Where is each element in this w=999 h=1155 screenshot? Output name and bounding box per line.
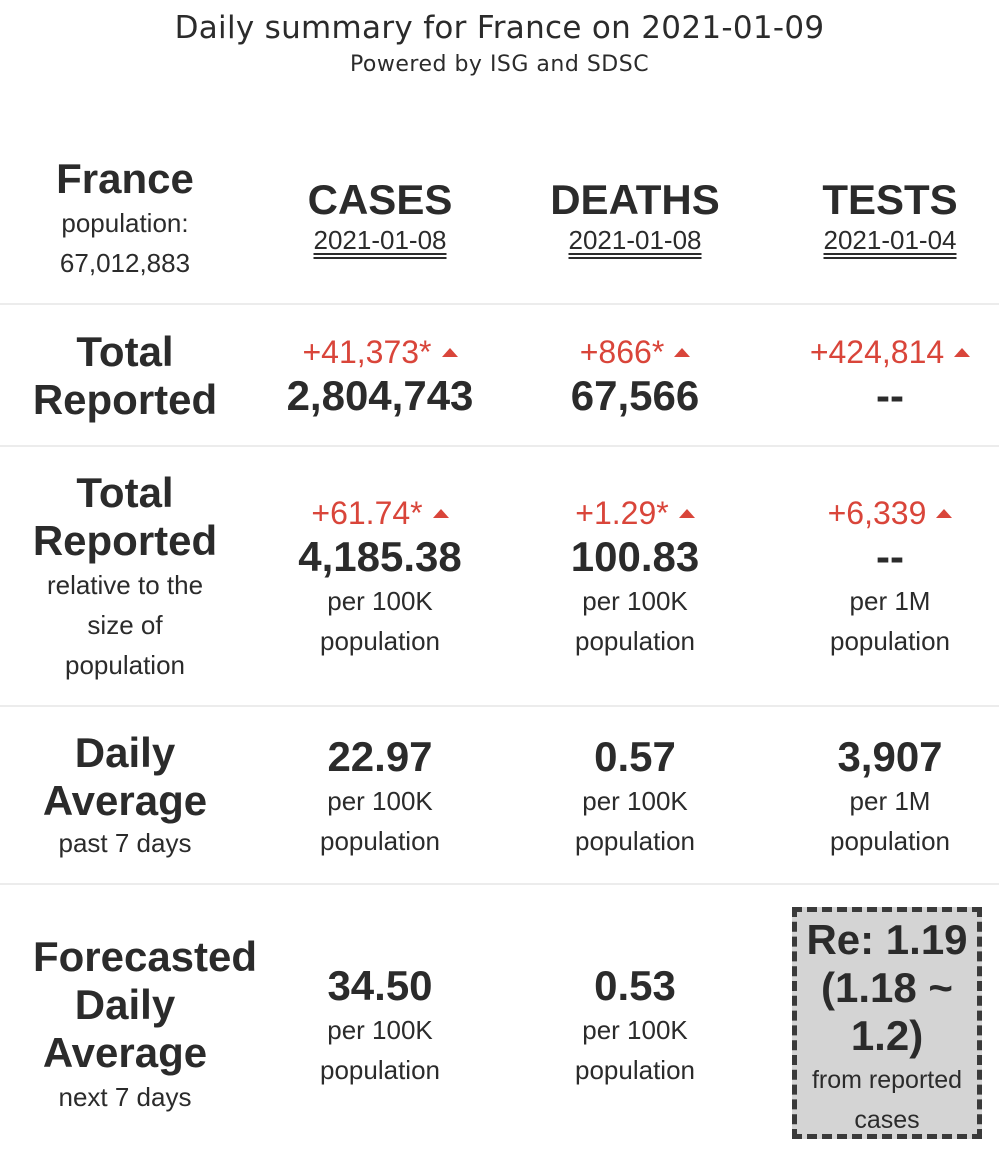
total-deaths-cell: +866* 67,566 bbox=[510, 332, 760, 420]
total-tests-value: -- bbox=[876, 372, 904, 419]
divider bbox=[0, 445, 999, 447]
re-range-end: 1.2) bbox=[850, 1012, 924, 1059]
total-cases-cell: +41,373* 2,804,743 bbox=[255, 332, 505, 420]
increase-arrow-icon bbox=[674, 348, 691, 358]
tests-label: TESTS bbox=[822, 176, 958, 223]
daily-cases-cell: 22.97 per 100K population bbox=[255, 733, 505, 861]
population-value: 67,012,883 bbox=[59, 248, 191, 278]
page-title: Daily summary for France on 2021-01-09 bbox=[174, 10, 825, 46]
forecast-cases-value: 34.50 bbox=[327, 962, 433, 1009]
relative-cases-value: 4,185.38 bbox=[298, 533, 462, 580]
cases-column-header: CASES 2021-01-08 bbox=[255, 176, 505, 256]
re-value: Re: 1.19 bbox=[806, 916, 968, 963]
increase-arrow-icon bbox=[432, 509, 449, 519]
daily-deaths-value: 0.57 bbox=[594, 733, 676, 780]
forecast-deaths-cell: 0.53 per 100K population bbox=[510, 962, 760, 1090]
daily-deaths-cell: 0.57 per 100K population bbox=[510, 733, 760, 861]
deaths-date: 2021-01-08 bbox=[568, 225, 702, 255]
increase-arrow-icon bbox=[936, 509, 953, 519]
total-deaths-value: 67,566 bbox=[570, 372, 700, 419]
increase-arrow-icon bbox=[441, 348, 458, 358]
relative-deaths-cell: +1.29* 100.83 per 100K population bbox=[510, 493, 760, 661]
deaths-column-header: DEATHS 2021-01-08 bbox=[510, 176, 760, 256]
total-cases-delta: +41,373* bbox=[255, 332, 505, 372]
population-label: population: bbox=[61, 208, 189, 238]
relative-cases-cell: +61.74* 4,185.38 per 100K population bbox=[255, 493, 505, 661]
relative-label: Total Reported relative to the size of p… bbox=[32, 469, 218, 680]
daily-cases-value: 22.97 bbox=[327, 733, 433, 780]
cases-date: 2021-01-08 bbox=[313, 225, 447, 255]
forecast-cases-cell: 34.50 per 100K population bbox=[255, 962, 505, 1090]
divider bbox=[0, 705, 999, 707]
increase-arrow-icon bbox=[954, 348, 971, 358]
total-tests-delta: +424,814 bbox=[765, 332, 999, 372]
page-subtitle: Powered by ISG and SDSC bbox=[349, 52, 650, 77]
re-range-start: (1.18 ~ bbox=[821, 964, 953, 1011]
relative-cases-delta: +61.74* bbox=[255, 493, 505, 533]
daily-tests-cell: 3,907 per 1M population bbox=[765, 733, 999, 861]
re-source-line2: cases bbox=[854, 1106, 920, 1134]
forecast-deaths-value: 0.53 bbox=[594, 962, 676, 1009]
divider bbox=[0, 883, 999, 885]
total-tests-cell: +424,814 -- bbox=[765, 332, 999, 420]
total-reported-label: Total Reported bbox=[32, 328, 218, 423]
tests-date: 2021-01-04 bbox=[823, 225, 957, 255]
daily-tests-value: 3,907 bbox=[837, 733, 943, 780]
relative-deaths-delta: +1.29* bbox=[510, 493, 760, 533]
forecast-label-rest: Daily Average next 7 days bbox=[42, 981, 208, 1112]
cases-label: CASES bbox=[307, 176, 453, 223]
relative-deaths-value: 100.83 bbox=[570, 533, 700, 580]
country-header: France population: 67,012,883 bbox=[0, 155, 250, 283]
daily-average-label: Daily Average past 7 days bbox=[42, 729, 208, 858]
relative-tests-cell: +6,339 -- per 1M population bbox=[765, 493, 999, 661]
forecast-label: Forecasted bbox=[32, 933, 258, 980]
tests-column-header: TESTS 2021-01-04 bbox=[765, 176, 999, 256]
deaths-label: DEATHS bbox=[550, 176, 720, 223]
country-name: France bbox=[56, 155, 194, 202]
relative-tests-value: -- bbox=[876, 533, 904, 580]
increase-arrow-icon bbox=[678, 509, 695, 519]
total-cases-value: 2,804,743 bbox=[286, 372, 474, 419]
re-estimate-box: Re: 1.19 (1.18 ~ 1.2) from reported case… bbox=[792, 907, 982, 1139]
total-deaths-delta: +866* bbox=[510, 332, 760, 372]
relative-tests-delta: +6,339 bbox=[765, 493, 999, 533]
re-source-line1: from reported bbox=[811, 1066, 963, 1094]
divider bbox=[0, 303, 999, 305]
